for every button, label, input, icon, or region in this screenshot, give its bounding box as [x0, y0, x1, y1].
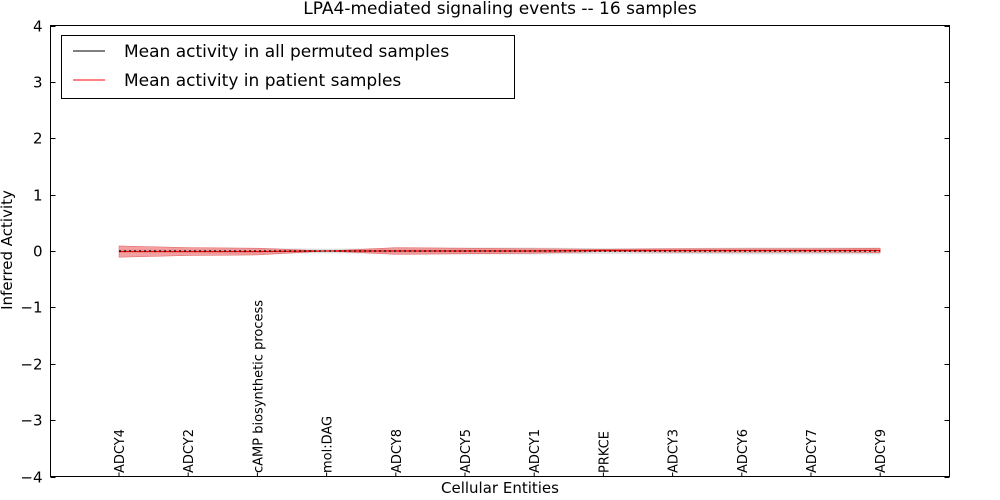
- y-tick-label: 0: [33, 243, 43, 261]
- x-category-label: ADCY9: [874, 429, 889, 473]
- y-tick-label: 1: [33, 187, 43, 205]
- x-category-label: ADCY6: [736, 429, 751, 473]
- x-category-label: ADCY7: [805, 429, 820, 473]
- y-axis-label: Inferred Activity: [0, 190, 16, 310]
- legend-label-patient: Mean activity in patient samples: [124, 71, 401, 91]
- x-axis-label: Cellular Entities: [441, 479, 559, 497]
- x-category-label: ADCY3: [667, 429, 682, 473]
- legend: Mean activity in all permuted samples Me…: [61, 35, 515, 99]
- y-tick-label: −1: [20, 299, 42, 317]
- x-category-label: ADCY5: [459, 429, 474, 473]
- x-category-label: cAMP biosynthetic process: [251, 300, 266, 473]
- y-tick-label: 3: [33, 74, 43, 92]
- x-category-label: PRKCE: [597, 431, 612, 473]
- legend-box: [61, 35, 515, 99]
- y-tick-label: −2: [20, 356, 42, 374]
- legend-label-permuted: Mean activity in all permuted samples: [124, 42, 449, 62]
- x-category-label: ADCY4: [113, 429, 128, 473]
- chart-title: LPA4-mediated signaling events -- 16 sam…: [303, 0, 697, 19]
- y-tick-label: −4: [20, 469, 42, 487]
- x-category-label: ADCY2: [182, 429, 197, 473]
- y-tick-label: 4: [33, 18, 43, 36]
- y-tick-label: 2: [33, 130, 43, 148]
- plot-frame: [50, 25, 950, 477]
- x-category-label: ADCY1: [528, 429, 543, 473]
- x-category-label: mol:DAG: [321, 416, 336, 473]
- y-tick-label: −3: [20, 412, 42, 430]
- x-category-label: ADCY8: [390, 429, 405, 473]
